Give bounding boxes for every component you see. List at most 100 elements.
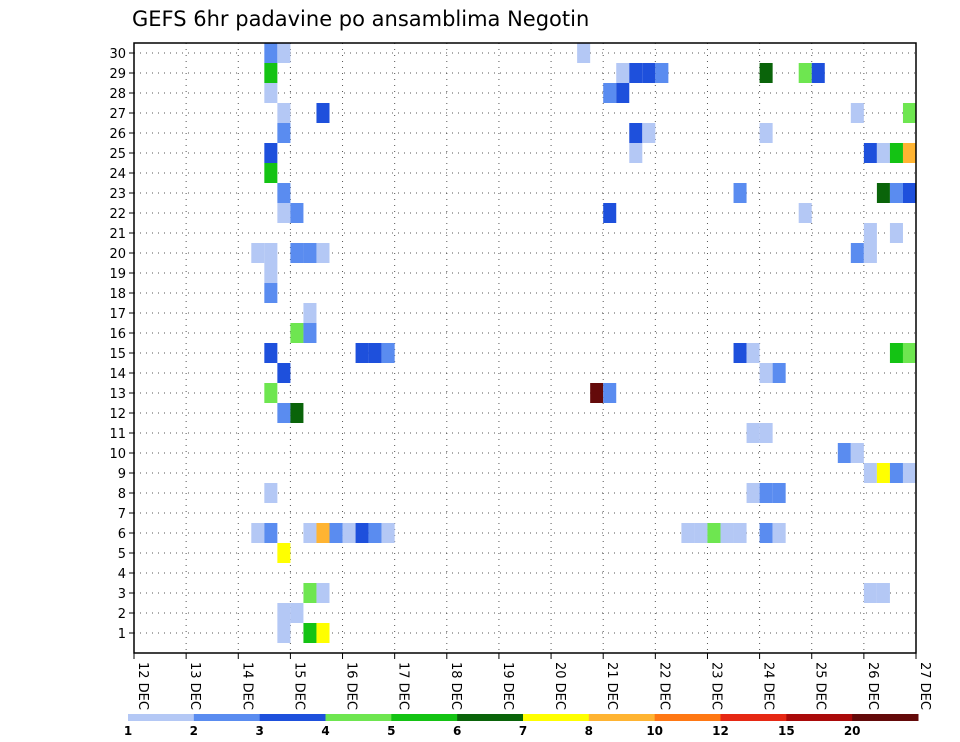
precip-cell (290, 403, 304, 423)
x-tick-label: 12 DEC (135, 662, 150, 710)
y-tick-label: 20 (109, 247, 126, 262)
precip-cell (902, 463, 916, 483)
precip-cell (251, 243, 265, 263)
precip-cell (277, 403, 291, 423)
y-tick-label: 10 (109, 447, 126, 462)
colorbar-swatch (720, 714, 787, 721)
precip-cell (759, 363, 773, 383)
y-tick-label: 3 (118, 587, 126, 602)
precip-cell (863, 463, 877, 483)
precip-cell (303, 623, 317, 643)
precip-cell (746, 483, 760, 503)
precip-cell (889, 223, 903, 243)
precip-cell (759, 523, 773, 543)
precip-cell (264, 163, 278, 183)
precip-cell (863, 143, 877, 163)
precip-cell (368, 343, 382, 363)
plot-frame (133, 42, 917, 654)
colorbar-swatch (128, 714, 195, 721)
precip-cell (355, 343, 369, 363)
y-tick-label: 5 (118, 547, 126, 562)
precip-cell (733, 523, 747, 543)
precip-cells (251, 43, 916, 643)
precip-cell (863, 223, 877, 243)
x-tick-label: 19 DEC (500, 662, 515, 710)
colorbar-swatch (523, 714, 590, 721)
colorbar-swatch (588, 714, 656, 721)
precip-cell (264, 263, 278, 283)
colorbar-swatch (654, 714, 721, 721)
y-tick-label: 16 (109, 327, 126, 342)
x-tick-label: 16 DEC (344, 662, 359, 710)
precip-cell (264, 243, 278, 263)
precip-cell (264, 483, 278, 503)
y-tick-label: 28 (109, 87, 126, 102)
precip-cell (381, 343, 395, 363)
precip-cell (264, 283, 278, 303)
precip-cell (290, 243, 304, 263)
precip-cell (316, 243, 330, 263)
precip-cell (316, 623, 330, 643)
precip-cell (876, 583, 890, 603)
precip-cell (746, 423, 760, 443)
precip-cell (759, 423, 773, 443)
y-tick-label: 13 (109, 387, 126, 402)
precip-cell (603, 83, 617, 103)
x-tick-label: 22 DEC (656, 662, 671, 710)
precip-cell (277, 603, 291, 623)
colorbar-label: 12 (712, 724, 729, 738)
precip-cell (303, 583, 317, 603)
precip-cell (642, 123, 656, 143)
colorbar-label: 15 (778, 724, 795, 738)
x-tick-label: 15 DEC (291, 662, 306, 710)
precip-cell (746, 343, 760, 363)
precip-cell (681, 523, 695, 543)
x-tick-label: 14 DEC (239, 662, 254, 710)
y-tick-label: 11 (109, 427, 126, 442)
colorbar-swatch (193, 714, 261, 721)
precip-cell (277, 103, 291, 123)
y-tick-label: 8 (118, 487, 126, 502)
precip-cell (733, 183, 747, 203)
x-tick-label: 13 DEC (187, 662, 202, 710)
y-tick-label: 4 (118, 567, 126, 582)
precip-cell (863, 243, 877, 263)
precip-cell (733, 343, 747, 363)
precip-cell (798, 63, 812, 83)
precip-cell (368, 523, 382, 543)
precip-cell (264, 343, 278, 363)
y-tick-label: 7 (118, 507, 126, 522)
colorbar-swatch (852, 714, 919, 721)
x-tick-label: 17 DEC (396, 662, 411, 710)
precip-cell (850, 103, 864, 123)
y-tick-label: 17 (109, 307, 126, 322)
precip-cell (629, 123, 643, 143)
colorbar-swatch (457, 714, 524, 721)
precip-cell (798, 203, 812, 223)
x-tick-label: 18 DEC (448, 662, 463, 710)
precip-cell (772, 363, 786, 383)
precip-cell (277, 43, 291, 63)
precip-cell (629, 63, 643, 83)
precip-cell (902, 343, 916, 363)
y-tick-label: 25 (109, 147, 126, 162)
precip-cell (290, 323, 304, 343)
precip-cell (329, 523, 343, 543)
x-tick-label: 20 DEC (552, 662, 567, 710)
precip-cell (577, 43, 591, 63)
y-tick-label: 15 (109, 347, 126, 362)
colorbar-swatch (391, 714, 458, 721)
precip-cell (303, 243, 317, 263)
colorbar-label: 20 (844, 724, 861, 738)
y-tick-label: 19 (109, 267, 126, 282)
precip-cell (264, 383, 278, 403)
y-tick-label: 29 (109, 67, 126, 82)
y-tick-label: 30 (109, 47, 126, 62)
precip-cell (251, 523, 265, 543)
precip-cell (759, 483, 773, 503)
precip-cell (316, 523, 330, 543)
precip-cell (264, 43, 278, 63)
x-tick-label: 25 DEC (813, 662, 828, 710)
precip-cell (264, 523, 278, 543)
precip-cell (863, 583, 877, 603)
